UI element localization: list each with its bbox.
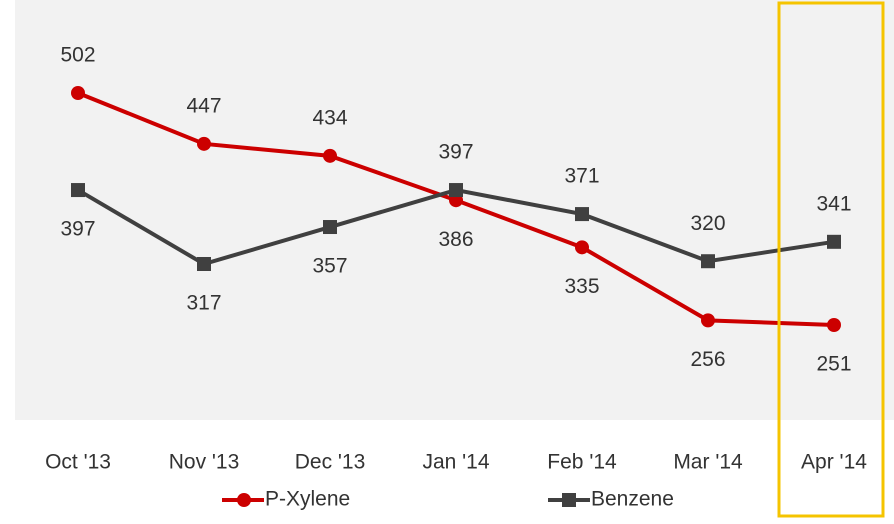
marker	[827, 234, 841, 249]
data-label: 434	[312, 106, 347, 129]
marker	[71, 183, 85, 198]
plot-area	[15, 0, 894, 420]
data-label: 397	[60, 218, 95, 241]
data-label: 320	[690, 212, 725, 235]
x-tick-label: Dec '13	[295, 451, 366, 474]
legend-label: Benzene	[591, 488, 674, 511]
data-label: 335	[564, 275, 599, 298]
x-tick-label: Oct '13	[45, 451, 111, 474]
x-tick-label: Nov '13	[169, 451, 240, 474]
marker	[701, 313, 715, 328]
data-label: 256	[690, 348, 725, 371]
data-label: 386	[438, 228, 473, 251]
data-label: 317	[186, 292, 221, 315]
marker	[449, 183, 463, 198]
highlight-box	[777, 1, 885, 518]
legend-label: P-Xylene	[265, 488, 350, 511]
data-label: 341	[816, 192, 851, 215]
x-tick-label: Mar '14	[673, 451, 743, 474]
x-tick-label: Apr '14	[801, 451, 867, 474]
marker	[827, 318, 841, 332]
data-label: 357	[312, 255, 347, 278]
marker	[71, 86, 85, 100]
marker	[575, 207, 589, 222]
data-label: 371	[564, 165, 599, 188]
data-label: 502	[60, 44, 95, 67]
x-tick-label: Feb '14	[547, 451, 617, 474]
marker	[575, 240, 589, 255]
marker	[197, 136, 211, 151]
marker	[323, 220, 337, 235]
marker	[197, 256, 211, 271]
data-label: 397	[438, 141, 473, 164]
legend-marker	[237, 493, 251, 507]
data-label: 251	[816, 353, 851, 376]
data-label: 447	[186, 94, 221, 117]
x-tick-label: Jan '14	[422, 451, 489, 474]
marker	[323, 148, 337, 163]
marker	[701, 254, 715, 269]
legend-marker	[562, 493, 576, 507]
